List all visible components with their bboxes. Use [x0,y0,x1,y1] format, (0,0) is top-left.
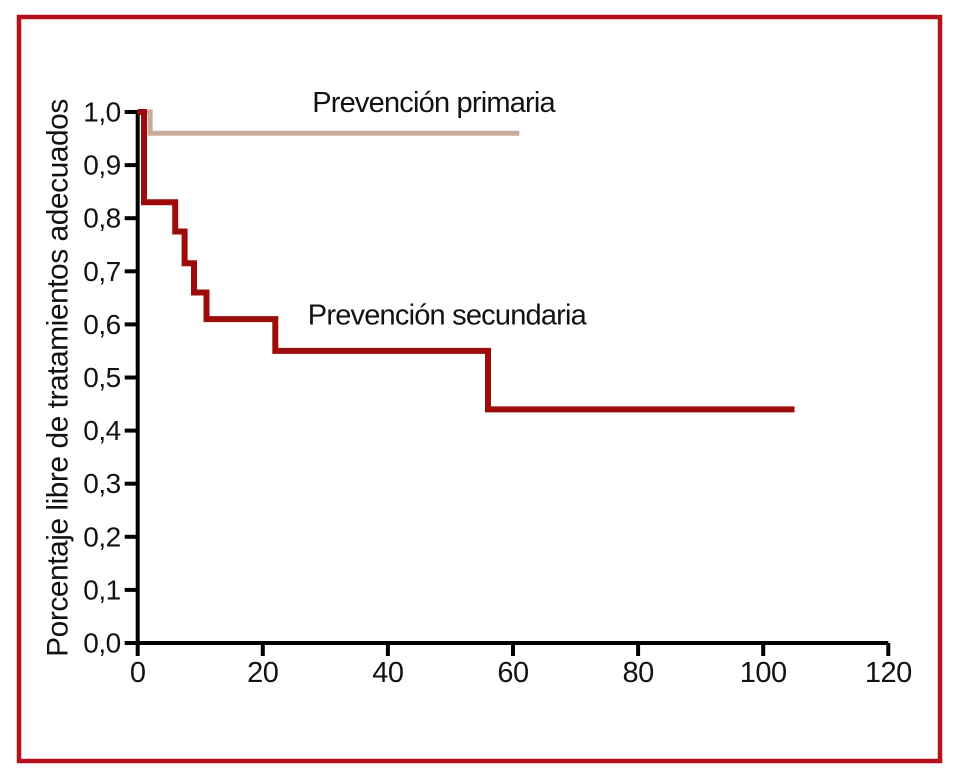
y-tick-label: 1,0 [83,97,120,128]
y-tick-label: 0,9 [83,150,120,181]
x-tick-label: 100 [740,657,787,689]
series-curve-prevencion-secundaria [137,109,795,413]
y-tick-label: 0,7 [83,256,120,287]
x-tick-label: 60 [497,657,528,689]
figure-border [16,14,943,764]
y-tick-label: 0,8 [83,203,120,234]
x-tick-label: 40 [372,657,403,689]
axis-spine [135,112,889,645]
y-tick-label: 0,5 [83,362,120,393]
x-tick-label: 80 [622,657,653,689]
annotation-prevencion-primaria: Prevención primaria [312,87,556,119]
x-tick-label: 120 [865,657,912,689]
y-tick-label: 0,2 [83,521,120,552]
y-tick-label: 0,6 [83,309,120,340]
y-tick-label: 0,3 [83,468,120,499]
y-axis-title: Porcentaje libre de tratamientos adecuad… [42,99,75,657]
annotation-prevencion-secundaria: Prevención secundaria [308,299,588,331]
y-tick-label: 0,0 [83,628,120,659]
x-tick-label: 20 [247,657,278,689]
y-tick-label: 0,1 [83,574,120,605]
x-tick-label: 0 [130,657,146,689]
y-tick-label: 0,4 [83,415,120,446]
